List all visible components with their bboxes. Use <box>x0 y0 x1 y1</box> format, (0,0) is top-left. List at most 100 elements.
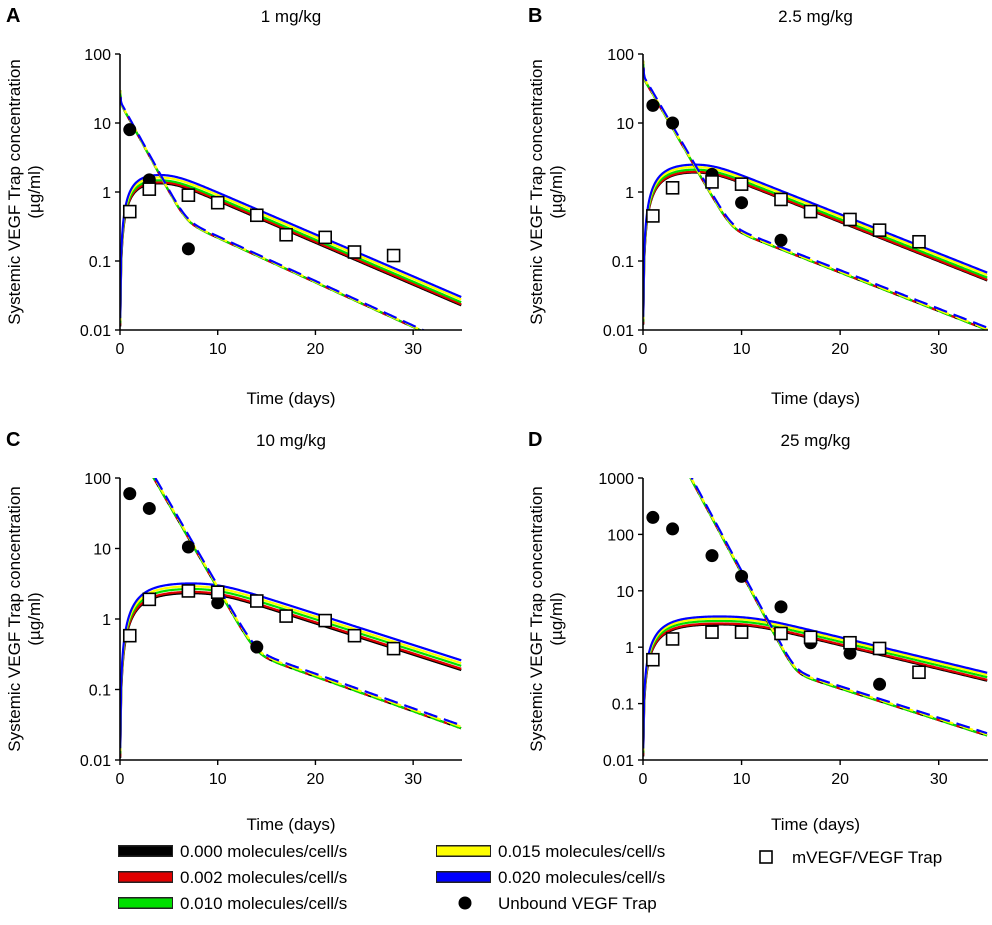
unbound-data-point <box>181 242 195 256</box>
unbound-data-point <box>774 600 788 614</box>
unbound-data-point <box>774 233 788 247</box>
y-tick-label: 0.01 <box>603 323 634 340</box>
panel-C: C 10 mg/kg 0.01 0.1 1 10 100 0 10 20 30 Time (days)… <box>5 429 462 834</box>
model-curves <box>120 478 462 758</box>
y-axis-label: Systemic VEGF Trap concentration <box>5 59 24 325</box>
unbound-curve-series-1 <box>643 60 988 330</box>
y-tick-label: 10 <box>616 116 634 133</box>
complex-data-point <box>250 594 264 608</box>
x-tick-label: 30 <box>930 771 948 788</box>
y-axis-unit: (µg/ml) <box>547 165 566 218</box>
x-tick-label: 20 <box>831 341 849 358</box>
complex-data-point <box>843 212 857 227</box>
complex-data-point <box>665 632 680 646</box>
panel-title: 2.5 mg/kg <box>778 7 853 26</box>
complex-data-point <box>318 613 333 628</box>
complex-data-point <box>250 208 264 223</box>
x-tick-label: 10 <box>733 771 751 788</box>
unbound-data-point <box>123 123 137 137</box>
complex-data-point <box>843 635 857 650</box>
complex-data-point <box>386 248 401 263</box>
unbound-data-point <box>123 487 137 501</box>
complex-data-point <box>181 584 196 598</box>
y-axis-label: Systemic VEGF Trap concentration <box>527 486 546 752</box>
x-tick-label: 0 <box>639 771 648 788</box>
x-axis-label: Time (days) <box>246 815 335 834</box>
bound-curve-series-3 <box>120 585 462 752</box>
complex-data-point <box>774 626 788 641</box>
complex-data-point <box>646 652 660 667</box>
legend-label: mVEGF/VEGF Trap <box>792 848 942 867</box>
unbound-curve-series-0 <box>643 60 988 330</box>
y-tick-label: 0.01 <box>80 753 111 770</box>
complex-data-point <box>912 665 926 680</box>
x-tick-label: 10 <box>209 771 227 788</box>
x-axis-label: Time (days) <box>246 389 335 408</box>
y-tick-label: 1 <box>102 612 111 629</box>
complex-data-point <box>734 177 749 191</box>
unbound-data-point <box>735 196 749 210</box>
unbound-data-point <box>666 116 680 130</box>
legend: 0.000 molecules/cell/s 0.002 molecules/ce… <box>118 842 942 913</box>
unbound-curve-series-4 <box>690 478 988 735</box>
complex-data-point <box>912 234 926 249</box>
x-tick-label: 20 <box>831 771 849 788</box>
x-tick-label: 0 <box>116 341 125 358</box>
bound-curve-series-1 <box>120 181 462 326</box>
unbound-data-point <box>666 522 680 536</box>
bound-curve-series-2 <box>643 168 988 322</box>
x-axis-label: Time (days) <box>771 389 860 408</box>
unbound-data-point <box>705 549 719 563</box>
unbound-curve-series-3 <box>153 478 462 728</box>
y-axis-unit: (µg/ml) <box>547 592 566 645</box>
complex-data-point <box>803 630 818 645</box>
y-axis-unit: (µg/ml) <box>25 592 44 645</box>
bound-curve-series-3 <box>643 165 988 320</box>
unbound-curve-series-4 <box>154 478 462 727</box>
panel-A: A 1 mg/kg 0.01 0.1 1 10 100 0 10 20 30 Time (days) S… <box>5 5 462 408</box>
y-tick-label: 0.01 <box>603 753 634 770</box>
unbound-data-point <box>211 596 225 610</box>
y-axis-label: Systemic VEGF Trap concentration <box>527 59 546 325</box>
y-tick-label: 10 <box>93 116 111 133</box>
x-tick-label: 20 <box>307 341 325 358</box>
x-axis-label: Time (days) <box>771 815 860 834</box>
complex-data-point <box>142 592 157 607</box>
y-tick-label: 0.1 <box>612 254 634 271</box>
model-curves <box>643 60 988 330</box>
unbound-curve-series-1 <box>120 89 423 330</box>
complex-data-point <box>210 195 225 210</box>
y-tick-label: 0.01 <box>80 323 111 340</box>
bound-curve-series-3 <box>120 176 462 321</box>
unbound-data-point <box>181 540 195 554</box>
complex-data-point <box>347 245 362 259</box>
y-tick-label: 10 <box>616 584 634 601</box>
x-tick-label: 30 <box>930 341 948 358</box>
legend-label: Unbound VEGF Trap <box>498 894 657 913</box>
unbound-curve-series-0 <box>120 89 423 330</box>
y-tick-label: 1 <box>625 640 634 657</box>
complex-data-point <box>279 227 293 242</box>
panel-title: 25 mg/kg <box>781 431 851 450</box>
legend-label: 0.010 molecules/cell/s <box>180 894 347 913</box>
x-tick-label: 20 <box>307 771 325 788</box>
unbound-data-point <box>646 510 660 524</box>
complex-data-point <box>279 609 293 623</box>
bound-curve-series-1 <box>643 170 988 324</box>
legend-label: 0.002 molecules/cell/s <box>180 868 347 887</box>
y-tick-label: 0.1 <box>612 697 634 714</box>
complex-data-point <box>872 641 887 656</box>
x-tick-label: 0 <box>116 771 125 788</box>
x-tick-label: 30 <box>404 341 422 358</box>
complex-data-point <box>122 628 137 643</box>
y-axis-label: Systemic VEGF Trap concentration <box>5 486 24 752</box>
panel-letter: B <box>528 5 542 27</box>
y-tick-label: 100 <box>84 471 111 488</box>
unbound-curve-series-0 <box>152 478 462 730</box>
y-tick-label: 100 <box>607 527 634 544</box>
panel-title: 1 mg/kg <box>261 7 321 26</box>
unbound-curve-series-2 <box>152 478 462 730</box>
y-tick-label: 10 <box>93 542 111 559</box>
complex-data-point <box>142 182 157 196</box>
